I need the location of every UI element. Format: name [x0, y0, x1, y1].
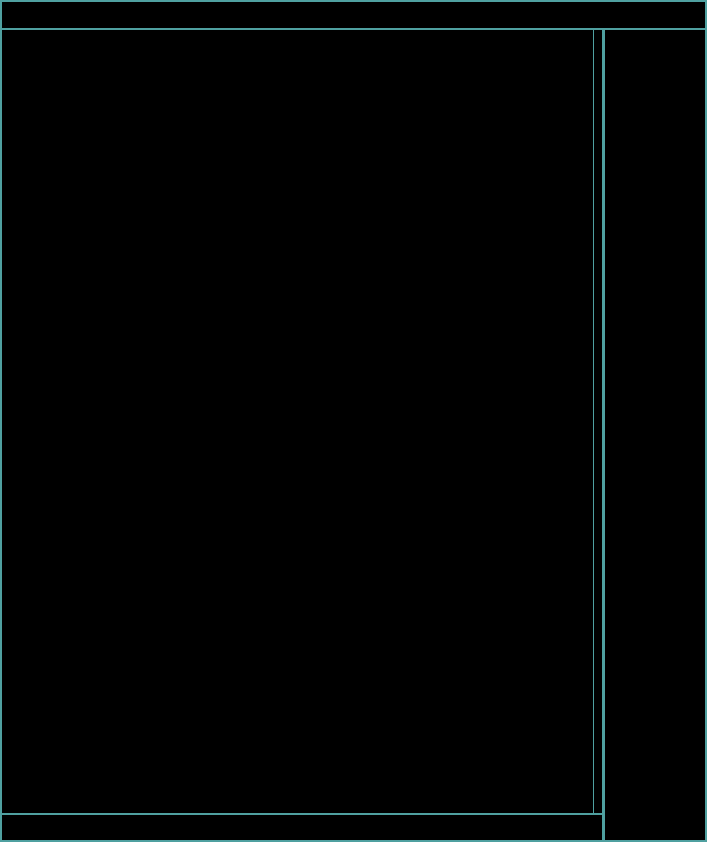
map-bottom-border — [0, 813, 605, 815]
map-right-border — [593, 30, 594, 813]
title-bar — [0, 0, 707, 30]
radar-map — [0, 30, 594, 813]
panel-separator — [602, 30, 605, 840]
